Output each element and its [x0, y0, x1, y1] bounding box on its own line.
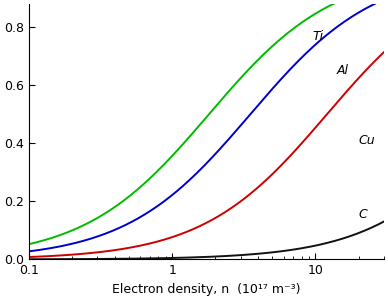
Text: Ti: Ti: [312, 30, 324, 43]
Text: Cu: Cu: [359, 134, 375, 147]
X-axis label: Electron density, n  (10¹⁷ m⁻³): Electron density, n (10¹⁷ m⁻³): [112, 283, 301, 296]
Text: C: C: [359, 208, 367, 221]
Text: Al: Al: [336, 64, 348, 77]
